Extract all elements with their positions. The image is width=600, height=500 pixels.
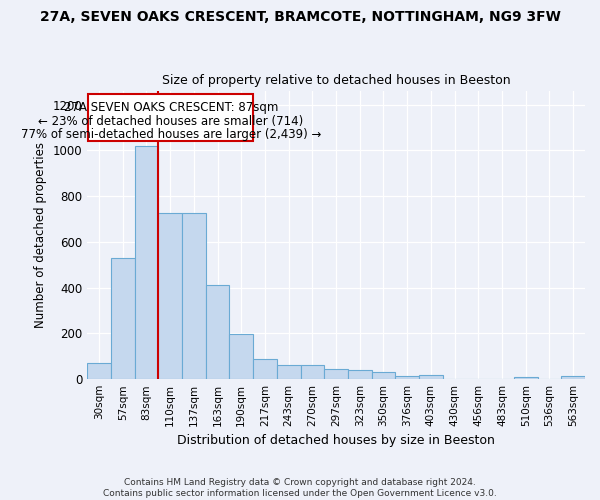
Bar [229, 334, 253, 379]
Bar [514, 377, 538, 379]
X-axis label: Distribution of detached houses by size in Beeston: Distribution of detached houses by size … [177, 434, 495, 448]
Bar [561, 376, 585, 379]
Bar [324, 369, 348, 379]
Text: 77% of semi-detached houses are larger (2,439) →: 77% of semi-detached houses are larger (… [20, 128, 321, 141]
Bar [87, 363, 111, 379]
Bar [395, 376, 419, 379]
Bar [348, 370, 371, 379]
Title: Size of property relative to detached houses in Beeston: Size of property relative to detached ho… [162, 74, 511, 87]
Bar [134, 146, 158, 379]
Bar [111, 258, 134, 379]
Text: 27A SEVEN OAKS CRESCENT: 87sqm: 27A SEVEN OAKS CRESCENT: 87sqm [64, 101, 278, 114]
Y-axis label: Number of detached properties: Number of detached properties [34, 142, 47, 328]
Bar [158, 214, 182, 379]
Text: ← 23% of detached houses are smaller (714): ← 23% of detached houses are smaller (71… [38, 114, 304, 128]
Bar [277, 365, 301, 379]
Bar [182, 214, 206, 379]
Bar [301, 365, 324, 379]
FancyBboxPatch shape [88, 94, 253, 142]
Text: 27A, SEVEN OAKS CRESCENT, BRAMCOTE, NOTTINGHAM, NG9 3FW: 27A, SEVEN OAKS CRESCENT, BRAMCOTE, NOTT… [40, 10, 560, 24]
Bar [371, 372, 395, 379]
Bar [253, 359, 277, 379]
Text: Contains HM Land Registry data © Crown copyright and database right 2024.
Contai: Contains HM Land Registry data © Crown c… [103, 478, 497, 498]
Bar [206, 286, 229, 379]
Bar [419, 374, 443, 379]
